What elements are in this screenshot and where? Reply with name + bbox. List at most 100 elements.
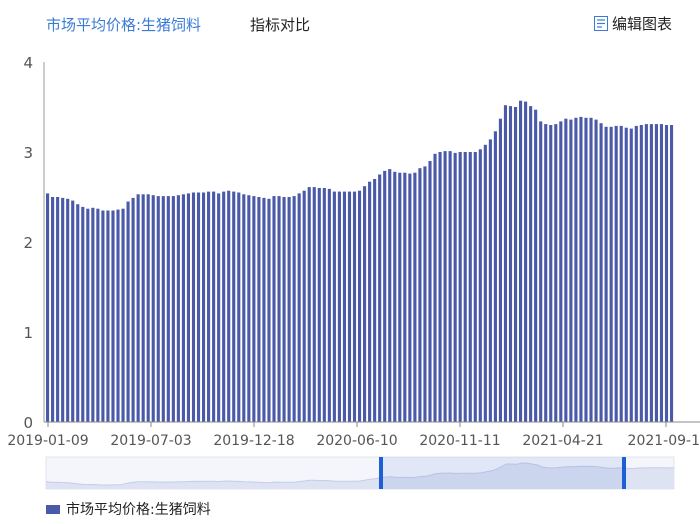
edit-chart-icon [593,16,608,31]
bar [242,194,246,422]
tab-indicator-price[interactable]: 市场平均价格:生猪饲料 [46,16,202,34]
bar [639,125,643,422]
bar [418,168,422,422]
bar [186,193,191,422]
x-tick-label: 2020-06-10 [316,433,397,449]
bar [529,106,533,422]
bar [383,170,387,422]
bar [327,188,331,422]
bar [649,124,653,422]
bar [96,208,100,422]
bar [297,193,301,422]
bar [659,124,664,422]
bar [644,124,648,422]
bar [126,201,130,422]
bar [488,139,492,422]
bar [403,172,407,422]
zoom-handle-left[interactable] [379,457,383,489]
bar [458,152,462,422]
edit-chart-label: 编辑图表 [611,15,672,33]
bar [438,152,442,422]
bar [564,118,568,422]
bar [56,197,60,422]
zoom-handle-right[interactable] [622,457,626,489]
bar [574,117,578,423]
bar [554,124,558,422]
legend[interactable]: 市场平均价格:生猪饲料 [46,499,211,519]
bar [352,191,357,422]
bar [101,210,105,422]
bar [247,195,251,422]
bar [191,192,196,422]
bar [232,191,236,422]
bar [468,152,472,422]
bar [332,191,336,422]
tab-indicator-compare[interactable]: 指标对比 [250,16,311,34]
x-tick-label: 2020-11-11 [419,433,500,449]
bar-chart: 0 1 2 3 4 2019-01-09 2019-07-03 2019-12-18 2020-… [7,54,700,490]
bar [498,118,502,422]
bar [413,172,417,422]
bar [363,186,367,422]
bar [433,153,437,423]
bar [46,193,50,422]
bar [262,197,266,422]
bar [423,166,427,422]
bar [307,187,311,422]
bar [312,187,316,422]
bar [388,169,392,422]
bar [302,190,306,422]
bar [524,101,528,422]
y-tick-label: 0 [23,414,33,432]
bar [393,171,397,422]
bar [337,191,341,422]
bar [453,152,457,422]
bar [171,196,175,422]
bar [116,209,120,422]
x-tick-label: 2019-12-18 [213,433,294,449]
bar [71,200,75,422]
y-tick-label: 2 [23,234,33,252]
zoom-preview-area [46,463,674,489]
bar [579,116,583,423]
bar [513,107,518,422]
x-tick-label: 2019-07-03 [110,433,191,449]
bar [151,195,155,422]
bar [629,128,633,422]
bar [634,125,638,423]
bar [534,109,538,422]
bar [252,196,256,422]
bar [519,100,523,422]
bar [654,124,658,422]
bar [378,174,382,422]
bar [544,124,548,422]
bar [347,191,352,422]
bar [86,208,90,422]
bar [368,181,372,422]
legend-label: 市场平均价格:生猪饲料 [66,502,211,518]
y-tick-label: 1 [23,324,33,342]
bar [81,206,85,422]
edit-chart-button[interactable]: 编辑图表 [593,13,672,34]
bar [201,192,206,422]
bar [181,194,185,422]
y-tick-label: 3 [23,144,33,162]
bar [584,117,588,423]
bar [483,144,487,423]
y-tick-label: 4 [23,54,33,72]
bar [443,151,447,422]
bar [282,197,286,422]
bar [207,191,211,422]
bar [448,151,452,422]
bar [287,197,291,422]
bar [559,121,563,423]
bar [91,207,95,422]
bar [373,179,377,422]
bar [136,194,140,422]
bar [317,188,321,422]
x-tick-label: 2021-04-21 [522,433,603,449]
bar [222,191,226,422]
bar [121,208,125,422]
bar [478,149,482,423]
x-tick-label: 2021-09-1 [628,433,700,449]
